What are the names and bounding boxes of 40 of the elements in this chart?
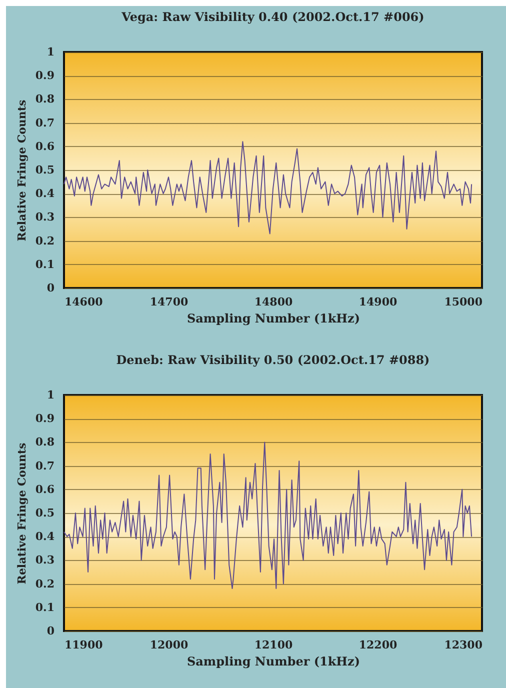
y-tick-label: 0.9	[35, 69, 54, 82]
line-series	[64, 442, 472, 590]
y-tick-label: 0.6	[35, 482, 55, 496]
y-tick-label: 0.1	[35, 600, 54, 614]
y-tick-label: 0.2	[35, 234, 54, 248]
x-tick-label: 12000	[150, 638, 188, 652]
line-series	[64, 141, 472, 234]
y-tick-label: 1	[46, 388, 54, 402]
y-tick-label: 0.1	[35, 258, 54, 271]
x-tick-label: 12200	[358, 638, 398, 652]
x-tick-label: 15000	[444, 296, 483, 308]
y-tick-label: 0	[46, 282, 55, 294]
x-tick-label: 14700	[150, 296, 188, 308]
x-tick-label: 14800	[254, 296, 293, 308]
x-tick-label: 11900	[64, 638, 104, 652]
y-tick-label: 0.8	[35, 436, 55, 449]
y-tick-label: 0	[46, 624, 55, 638]
y-tick-label: 0.3	[35, 210, 54, 224]
x-tick-label: 12100	[254, 638, 293, 652]
y-tick-label: 0.9	[35, 412, 54, 426]
chart-title: Vega: Raw Visibility 0.40 (2002.Oct.17 #006)	[120, 10, 424, 24]
x-tick-label: 14600	[64, 296, 104, 308]
y-axis-title: Relative Fringe Counts	[15, 100, 28, 242]
y-tick-label: 0.6	[35, 140, 55, 153]
y-tick-label: 0.4	[35, 530, 55, 544]
y-tick-label: 0.3	[35, 554, 54, 567]
x-axis-title: Sampling Number (1kHz)	[186, 654, 360, 668]
chart-title: Deneb: Raw Visibility 0.50 (2002.Oct.17 #088)	[116, 353, 430, 367]
y-tick-label: 0.8	[35, 92, 55, 106]
x-tick-label: 14900	[358, 296, 398, 308]
x-tick-label: 12300	[444, 638, 483, 652]
x-axis-title: Sampling Number (1kHz)	[186, 312, 360, 326]
y-axis-title: Relative Fringe Counts	[15, 442, 28, 584]
y-tick-label: 1	[46, 46, 54, 58]
y-tick-label: 0.7	[35, 116, 54, 130]
y-tick-label: 0.5	[35, 506, 54, 520]
y-tick-label: 0.2	[35, 577, 54, 590]
y-tick-label: 0.5	[35, 164, 54, 176]
y-tick-label: 0.7	[35, 459, 54, 472]
y-tick-label: 0.4	[35, 187, 55, 200]
